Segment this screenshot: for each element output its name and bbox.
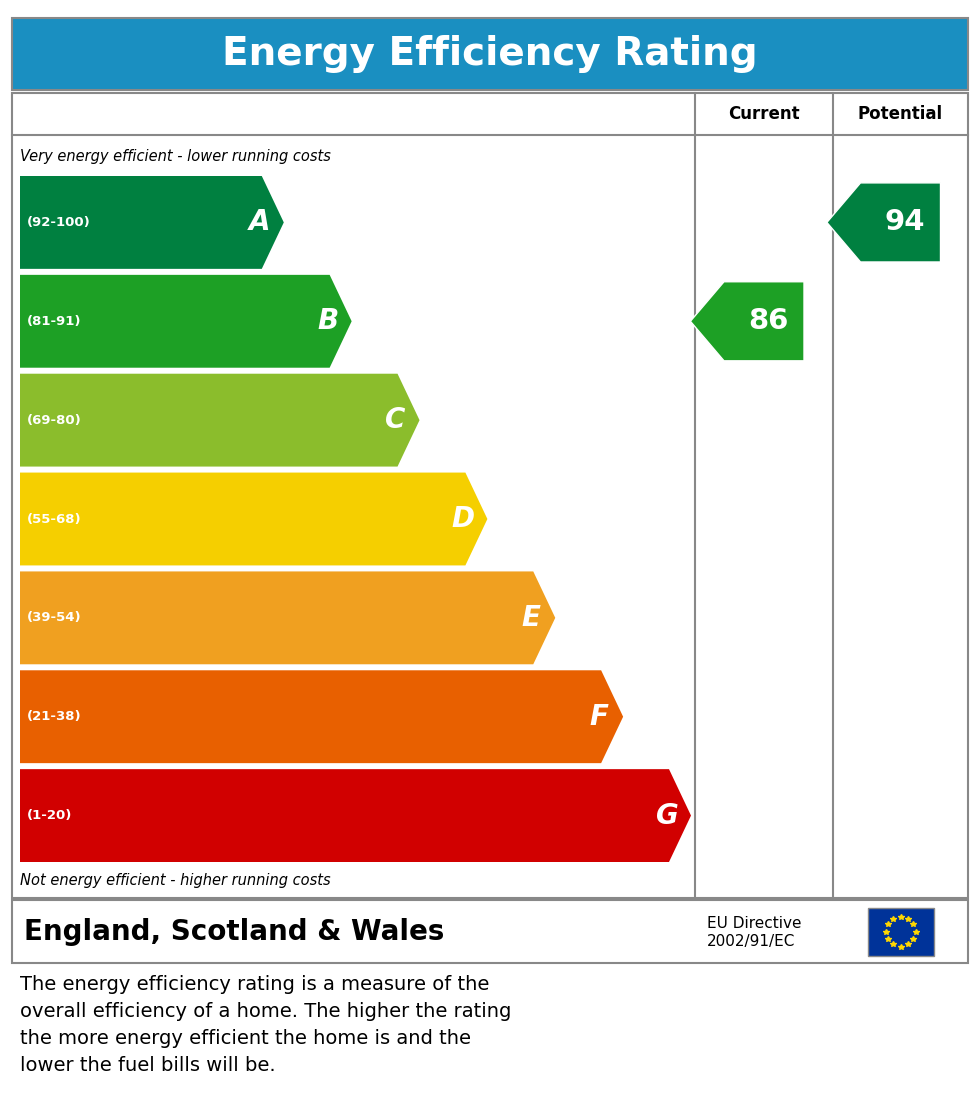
Polygon shape [20, 769, 691, 862]
Text: (21-38): (21-38) [27, 710, 81, 724]
Bar [12, 93, 968, 898]
Text: D: D [452, 505, 475, 533]
Text: (69-80): (69-80) [27, 413, 81, 426]
Text: (55-68): (55-68) [27, 513, 81, 526]
Polygon shape [20, 374, 419, 467]
Text: England, Scotland & Wales: England, Scotland & Wales [24, 917, 444, 945]
Text: Current: Current [728, 105, 800, 124]
Bar [867, 907, 934, 955]
Text: overall efficiency of a home. The higher the rating: overall efficiency of a home. The higher… [20, 1002, 512, 1021]
Text: 2002/91/EC: 2002/91/EC [707, 935, 796, 949]
Text: 94: 94 [884, 209, 925, 236]
Polygon shape [20, 670, 623, 763]
Text: The energy efficiency rating is a measure of the: The energy efficiency rating is a measur… [20, 975, 489, 994]
Text: Not energy efficient - higher running costs: Not energy efficient - higher running co… [20, 872, 330, 888]
Text: the more energy efficient the home is and the: the more energy efficient the home is an… [20, 1029, 471, 1048]
Text: 86: 86 [748, 307, 788, 336]
Text: Very energy efficient - lower running costs: Very energy efficient - lower running co… [20, 150, 331, 165]
Text: (92-100): (92-100) [27, 216, 91, 228]
Polygon shape [690, 282, 804, 361]
Bar [12, 17, 968, 90]
Polygon shape [20, 274, 352, 367]
Text: B: B [318, 307, 338, 336]
Text: C: C [385, 407, 406, 434]
Text: (81-91): (81-91) [27, 315, 81, 328]
Text: (1-20): (1-20) [27, 809, 73, 822]
Text: E: E [521, 603, 541, 632]
Text: Potential: Potential [858, 105, 943, 124]
Text: lower the fuel bills will be.: lower the fuel bills will be. [20, 1056, 275, 1076]
Text: (39-54): (39-54) [27, 611, 81, 624]
Polygon shape [20, 176, 284, 269]
Text: G: G [656, 801, 678, 830]
Text: EU Directive: EU Directive [707, 916, 802, 931]
Text: A: A [249, 209, 270, 236]
Polygon shape [827, 183, 941, 262]
Bar [12, 900, 968, 963]
Polygon shape [20, 472, 487, 565]
Text: Energy Efficiency Rating: Energy Efficiency Rating [222, 35, 758, 73]
Text: F: F [590, 703, 609, 731]
Polygon shape [20, 572, 556, 665]
